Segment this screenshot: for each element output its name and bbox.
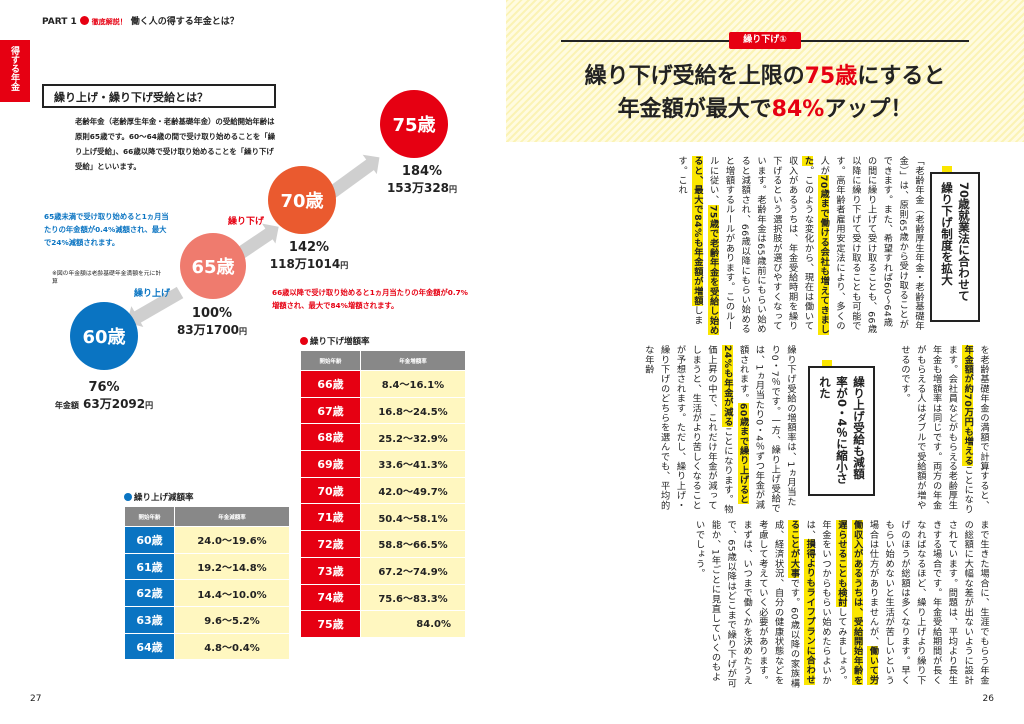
right-page: 繰り下げ① 繰り下げ受給を上限の75歳にすると 年金額が最大で84%アップ！ 7…: [506, 0, 1024, 724]
deferral-row: 69歳 33.6～41.3%: [300, 450, 466, 478]
value-70: 142% 118万1014円: [269, 240, 349, 271]
deferral-row: 70歳 42.0～49.7%: [300, 476, 466, 505]
heading-accent-2: [822, 360, 832, 370]
heading-accent: [942, 166, 952, 176]
advance-table: 開始年齢 年金減額率 60歳 24.0～19.6% 61歳 19.2～14.8% 62歳…: [124, 506, 290, 661]
advance-age-cell: 61歳: [124, 552, 175, 581]
deferral-age-cell: 75歳: [300, 610, 361, 638]
advance-age-cell: 64歳: [124, 632, 175, 661]
deferral-table-title: 繰り下げ増額率: [300, 335, 370, 347]
advance-row: 61歳 19.2～14.8%: [124, 552, 290, 581]
deferral-row: 73歳 67.2～74.9%: [300, 556, 466, 585]
body-column-3: 繰り下げ受給の増額率は、1ヵ月当たり0・7％です。一方、繰り上げ受給では、1ヵ月…: [642, 345, 796, 515]
advance-age-cell: 63歳: [124, 606, 175, 634]
deferral-rate-cell: 42.0～49.7%: [360, 476, 466, 505]
advance-note: 65歳未満で受け取り始めると1ヵ月当たりの年金額が0.4%減額され、最大で24%…: [44, 212, 169, 247]
deferral-rate-cell: 16.8～24.5%: [360, 396, 466, 425]
deferral-rate-cell: 75.6～83.3%: [360, 583, 466, 612]
deferral-row: 67歳 16.8～24.5%: [300, 396, 466, 425]
value-60: 76% 年金額 63万2092円: [54, 380, 154, 411]
deferral-row: 68歳 25.2～32.9%: [300, 423, 466, 452]
red-dot-icon: [79, 16, 89, 25]
deferral-rate-cell: 8.4～16.1%: [360, 370, 466, 398]
deferral-note: 66歳以降で受け取り始めると1ヵ月当たりの年金額が0.7%増額され、最大で84%…: [272, 288, 468, 310]
footnote: ※図の年金額は老齢基礎年金満額を元に計算: [52, 271, 162, 285]
advance-label: 繰り上げ: [134, 289, 171, 299]
deferral-table-body: 66歳 8.4～16.1% 67歳 16.8～24.5% 68歳 25.2～32.9% 69…: [300, 370, 466, 638]
advance-rate-cell: 24.0～19.6%: [174, 526, 290, 554]
page-number-right: 26: [982, 694, 994, 704]
heading-box-1: 70歳就業法に合わせて繰り下げ制度を拡大: [930, 172, 980, 322]
deferral-age-cell: 71歳: [300, 503, 361, 532]
deferral-row: 71歳 50.4～58.1%: [300, 503, 466, 532]
value-75: 184% 153万328円: [386, 164, 458, 195]
advance-table-title: 繰り上げ減額率: [124, 491, 194, 503]
advance-row: 60歳 24.0～19.6%: [124, 526, 290, 554]
advance-age-cell: 62歳: [124, 579, 175, 608]
deferral-age-cell: 68歳: [300, 423, 361, 452]
advance-rate-cell: 4.8～0.4%: [174, 632, 290, 661]
deferral-age-cell: 70歳: [300, 476, 361, 505]
deferral-age-cell: 69歳: [300, 450, 361, 478]
advance-rate-cell: 14.4～10.0%: [174, 579, 290, 608]
deferral-age-cell: 74歳: [300, 583, 361, 612]
advance-table-body: 60歳 24.0～19.6% 61歳 19.2～14.8% 62歳 14.4～10.0% 6…: [124, 526, 290, 661]
side-tab: 得する年金: [0, 40, 30, 102]
deferral-table: 開始年齢 年金増額率 66歳 8.4～16.1% 67歳 16.8～24.5% 68歳 2…: [300, 350, 466, 638]
body-column-2: を老齢基礎年金の満額で計算すると、年金額が約70万円も増えることになります。会社…: [899, 345, 989, 514]
red-dot-icon: [300, 337, 308, 345]
advance-rate-cell: 9.6～5.2%: [174, 606, 290, 634]
deferral-row: 66歳 8.4～16.1%: [300, 370, 466, 398]
deferral-rate-cell: 50.4～58.1%: [360, 503, 466, 532]
title-background: [506, 0, 1024, 142]
deferral-rate-cell: 33.6～41.3%: [360, 450, 466, 478]
deferral-rate-cell: 84.0%: [360, 610, 466, 638]
deferral-rate-cell: 67.2～74.9%: [360, 556, 466, 585]
deferral-row: 72歳 58.8～66.5%: [300, 530, 466, 558]
body-column-1: 「老齢年金（老齢厚生年金・老齢基礎年金）」は、原則65歳から受け取ることができま…: [676, 156, 924, 335]
page-number-left: 27: [30, 694, 42, 704]
deferral-age-cell: 66歳: [300, 370, 361, 398]
age-circle-70: 70歳: [268, 166, 336, 234]
left-page: PART 1 徹底解説！ 働く人の得する年金とは？ 得する年金 繰り上げ・繰り下げ受…: [0, 0, 506, 724]
deferral-row: 75歳 84.0%: [300, 610, 466, 638]
advance-row: 62歳 14.4～10.0%: [124, 579, 290, 608]
age-circle-65: 65歳: [180, 233, 246, 299]
deferral-label: 繰り下げ: [228, 217, 265, 227]
advance-age-cell: 60歳: [124, 526, 175, 554]
deferral-rate-cell: 58.8～66.5%: [360, 530, 466, 558]
section-title: 繰り上げ・繰り下げ受給とは？: [42, 84, 276, 108]
deferral-age-cell: 73歳: [300, 556, 361, 585]
advance-row: 63歳 9.6～5.2%: [124, 606, 290, 634]
heading-box-2: 繰り上げ受給も減額率が0・4％に縮小された: [808, 366, 875, 496]
intro-text: 老齢年金（老齢厚生年金・老齢基礎年金）の受給開始年齢は原則65歳です。60～64…: [75, 117, 276, 171]
deferral-age-cell: 72歳: [300, 530, 361, 558]
body-column-4: まで生きた場合に、生涯でもらう年金の総額に大幅な差が出ないように設計されています…: [693, 520, 989, 688]
advance-rate-cell: 19.2～14.8%: [174, 552, 290, 581]
deferral-row: 74歳 75.6～83.3%: [300, 583, 466, 612]
advance-row: 64歳 4.8～0.4%: [124, 632, 290, 661]
page-header: PART 1 徹底解説！ 働く人の得する年金とは？: [42, 16, 239, 27]
main-title: 繰り下げ受給を上限の75歳にすると 年金額が最大で84%アップ！: [584, 64, 946, 122]
deferral-age-cell: 67歳: [300, 396, 361, 425]
value-65: 100% 83万1700円: [176, 306, 248, 337]
age-circle-75: 75歳: [380, 90, 448, 158]
age-circle-60: 60歳: [70, 302, 138, 370]
section-tag: 繰り下げ①: [729, 32, 801, 49]
blue-dot-icon: [124, 493, 132, 501]
deferral-rate-cell: 25.2～32.9%: [360, 423, 466, 452]
